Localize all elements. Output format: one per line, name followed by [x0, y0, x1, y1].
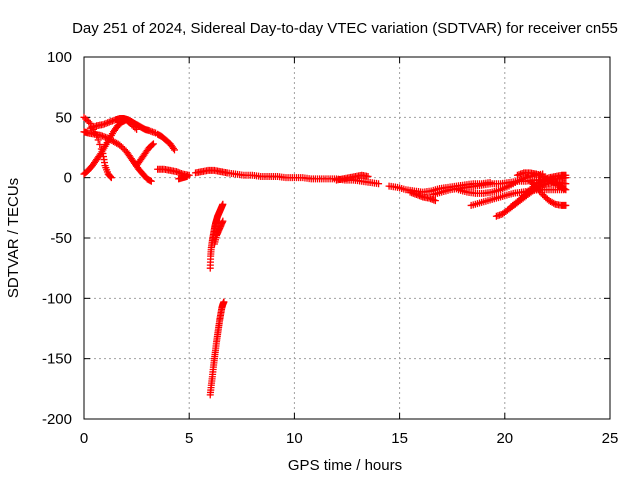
- x-tick-label: 15: [391, 430, 408, 447]
- data-point: [183, 172, 191, 180]
- grid: [84, 57, 610, 419]
- data-point: [550, 199, 558, 207]
- data-point: [562, 201, 570, 209]
- series-arc-5: [133, 140, 157, 170]
- data-point: [147, 177, 155, 185]
- data-point: [526, 177, 534, 185]
- x-tick-label: 0: [80, 430, 88, 447]
- data-point: [219, 217, 227, 225]
- x-tick-labels: 0 5 10 15 20 25: [80, 430, 619, 447]
- data-point: [542, 194, 550, 202]
- data-point: [116, 141, 124, 149]
- y-tick-label: 0: [64, 170, 72, 187]
- data-point: [515, 196, 523, 204]
- data-point: [562, 171, 570, 179]
- y-tick-label: -200: [42, 411, 72, 428]
- series-arc-23: [526, 177, 570, 209]
- data-point: [220, 298, 228, 306]
- data-point: [529, 180, 537, 188]
- series-arc-12: [206, 298, 228, 399]
- chart-title: Day 251 of 2024, Sidereal Day-to-day VTE…: [72, 20, 618, 37]
- series-arc-3: [80, 116, 141, 178]
- plot-frame: [83, 56, 611, 420]
- data-point: [82, 115, 90, 123]
- data-point: [375, 180, 383, 188]
- data-point: [96, 140, 104, 148]
- series-arc-11: [210, 217, 227, 248]
- data-point: [523, 189, 531, 197]
- series-arc-6: [154, 130, 178, 154]
- data-points: [80, 113, 570, 399]
- data-point: [85, 118, 93, 126]
- data-point: [83, 116, 91, 124]
- data-point: [513, 198, 521, 206]
- data-point: [364, 172, 372, 180]
- y-axis-label: SDTVAR / TECUs: [5, 178, 22, 298]
- data-point: [219, 200, 227, 208]
- data-point: [80, 113, 88, 121]
- data-point: [562, 186, 570, 194]
- series-arc-14: [332, 171, 372, 184]
- data-point: [524, 187, 532, 195]
- data-point: [170, 146, 178, 154]
- data-point: [119, 144, 127, 152]
- series-arc-16: [406, 188, 439, 205]
- x-tick-label: 25: [602, 430, 619, 447]
- data-point: [148, 141, 156, 149]
- data-point: [518, 193, 526, 201]
- data-point: [528, 179, 536, 187]
- data-point: [149, 140, 157, 148]
- y-tick-label: -150: [42, 351, 72, 368]
- data-point: [540, 192, 548, 200]
- data-point: [526, 186, 534, 194]
- series-arc-18: [455, 170, 547, 197]
- series-arc-4: [86, 115, 160, 137]
- data-point: [520, 192, 528, 200]
- data-point: [562, 180, 570, 188]
- data-point: [431, 197, 439, 205]
- data-point: [107, 174, 115, 182]
- data-point: [107, 173, 115, 181]
- series-arc-22: [513, 169, 570, 194]
- axis-ticks: [83, 56, 611, 420]
- data-point: [117, 143, 125, 151]
- y-tick-label: -100: [42, 290, 72, 307]
- y-tick-label: 100: [47, 49, 72, 66]
- data-point: [169, 144, 177, 152]
- data-point: [517, 195, 525, 203]
- data-point: [521, 190, 529, 198]
- data-point: [531, 182, 539, 190]
- x-tick-label: 20: [496, 430, 513, 447]
- x-tick-label: 10: [286, 430, 303, 447]
- y-tick-label: -50: [50, 230, 72, 247]
- x-axis-label: GPS time / hours: [288, 457, 402, 474]
- series-arc-9: [192, 166, 231, 177]
- y-tick-labels: -200 -150 -100 -50 0 50 100: [42, 49, 72, 428]
- series-arc-8: [175, 172, 191, 183]
- data-point: [539, 191, 547, 199]
- y-tick-label: 50: [55, 109, 72, 126]
- x-tick-label: 5: [185, 430, 193, 447]
